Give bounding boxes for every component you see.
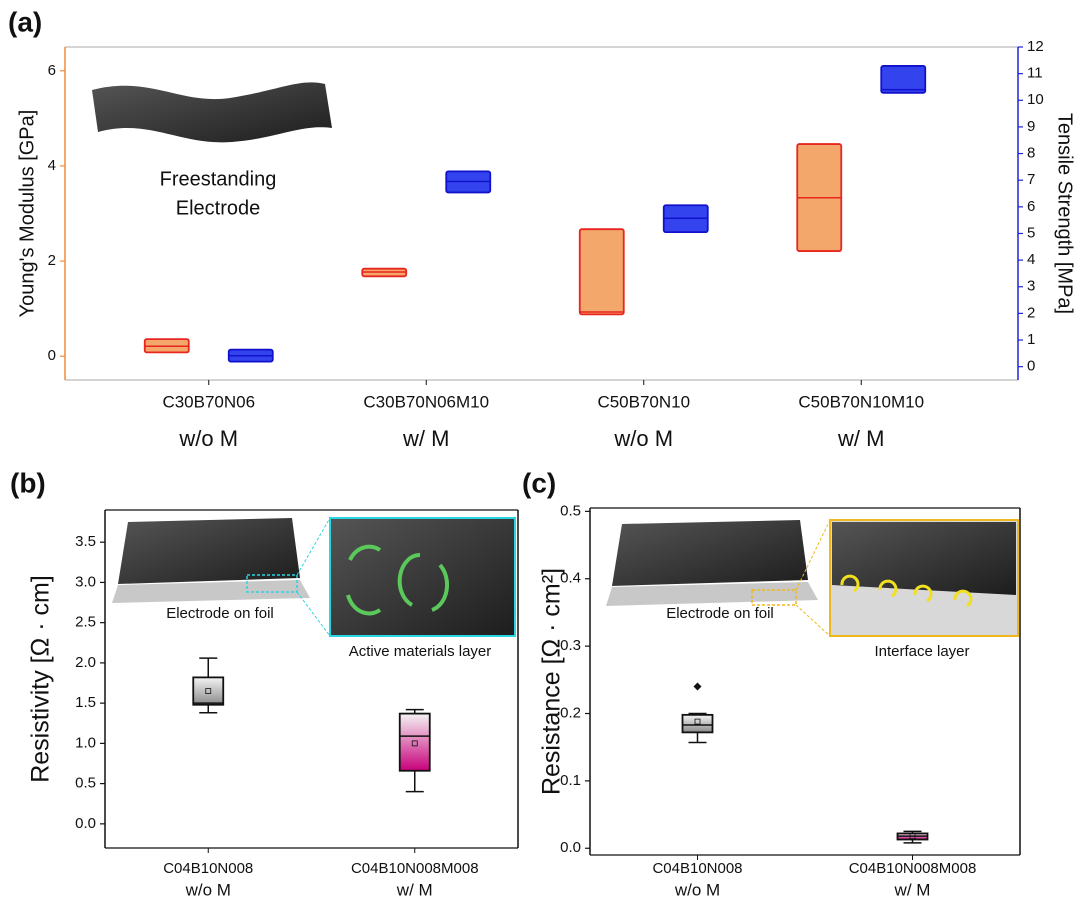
y2-tick-label: 2	[1027, 304, 1035, 321]
y-tick-label: 4	[48, 157, 56, 174]
y-tick-label: 6	[48, 62, 56, 79]
zoom-line	[297, 518, 330, 575]
annotation: Active materials layer	[349, 643, 492, 660]
category-note: w/ M	[402, 426, 449, 451]
y-tick-label: 1.0	[75, 734, 96, 751]
page: {"chart_data": [ {"type": "floating-box"…	[0, 0, 1081, 903]
panel-label: (c)	[522, 467, 556, 498]
y-axis-label: Resistivity [Ω · cm]	[27, 575, 55, 783]
category-note: w/o M	[674, 880, 720, 899]
box	[193, 677, 223, 704]
figure: Freestanding Electrode Electrode on foil…	[0, 0, 1081, 903]
y2-tick-label: 12	[1027, 38, 1044, 55]
y-tick-label: 0.0	[560, 839, 581, 856]
y2-tick-label: 1	[1027, 331, 1035, 348]
box	[400, 714, 430, 771]
category-note: w/o M	[185, 880, 231, 899]
y-axis-label: Young's Modulus [GPa]	[16, 110, 38, 318]
y2-tick-label: 0	[1027, 358, 1035, 375]
box	[881, 66, 925, 93]
y2-tick-label: 6	[1027, 198, 1035, 215]
flier	[694, 683, 702, 691]
y-tick-label: 0.5	[75, 775, 96, 792]
electrode-illustration	[92, 82, 332, 142]
y-tick-label: 1.5	[75, 694, 96, 711]
y2-tick-label: 10	[1027, 91, 1044, 108]
y-tick-label: 3.0	[75, 573, 96, 590]
category-note: w/ M	[894, 880, 931, 899]
inset-label: Freestanding	[160, 168, 277, 190]
inset-label: Electrode	[176, 197, 261, 219]
box	[580, 229, 624, 314]
x-tick-label: C04B10N008	[163, 860, 253, 877]
electrode-slab	[612, 520, 808, 586]
y-tick-label: 3.5	[75, 533, 96, 550]
box	[683, 715, 713, 733]
y-tick-label: 0	[48, 347, 56, 364]
x-tick-label: C04B10N008	[652, 860, 742, 877]
panel-label: (a)	[8, 6, 42, 37]
x-tick-label: C50B70N10	[597, 392, 690, 411]
y-tick-label: 0.0	[75, 815, 96, 832]
y2-tick-label: 5	[1027, 224, 1035, 241]
annotation: Interface layer	[874, 643, 969, 660]
electrode-slab	[118, 518, 300, 584]
x-tick-label: C30B70N06M10	[363, 392, 489, 411]
y2-tick-label: 11	[1027, 65, 1043, 82]
x-tick-label: C04B10N008M008	[351, 860, 479, 877]
category-note: w/ M	[396, 880, 433, 899]
x-tick-label: C50B70N10M10	[798, 392, 924, 411]
panel-label: (b)	[10, 467, 46, 498]
zoom-line	[796, 605, 830, 636]
y-axis-label: Resistance [Ω · cm²]	[538, 568, 566, 795]
y-tick-label: 2	[48, 252, 56, 269]
category-note: w/o M	[613, 426, 673, 451]
layer-stack	[832, 522, 1016, 595]
annotation: Electrode on foil	[666, 605, 774, 622]
y2-tick-label: 8	[1027, 145, 1035, 162]
y2-tick-label: 4	[1027, 251, 1035, 268]
y-tick-label: 0.5	[560, 502, 581, 519]
foil	[112, 580, 310, 603]
y2-tick-label: 7	[1027, 171, 1035, 188]
x-tick-label: C30B70N06	[162, 392, 255, 411]
y2-tick-label: 9	[1027, 118, 1035, 135]
y-tick-label: 2.0	[75, 654, 96, 671]
zoom-view	[330, 518, 515, 636]
y-tick-label: 2.5	[75, 614, 96, 631]
annotation: Electrode on foil	[166, 605, 274, 622]
zoom-line	[297, 592, 330, 636]
category-note: w/o M	[178, 426, 238, 451]
foil	[606, 582, 818, 606]
y2-tick-label: 3	[1027, 278, 1035, 295]
y2-axis-label: Tensile Strength [MPa]	[1054, 113, 1076, 314]
x-tick-label: C04B10N008M008	[849, 860, 977, 877]
category-note: w/ M	[837, 426, 884, 451]
